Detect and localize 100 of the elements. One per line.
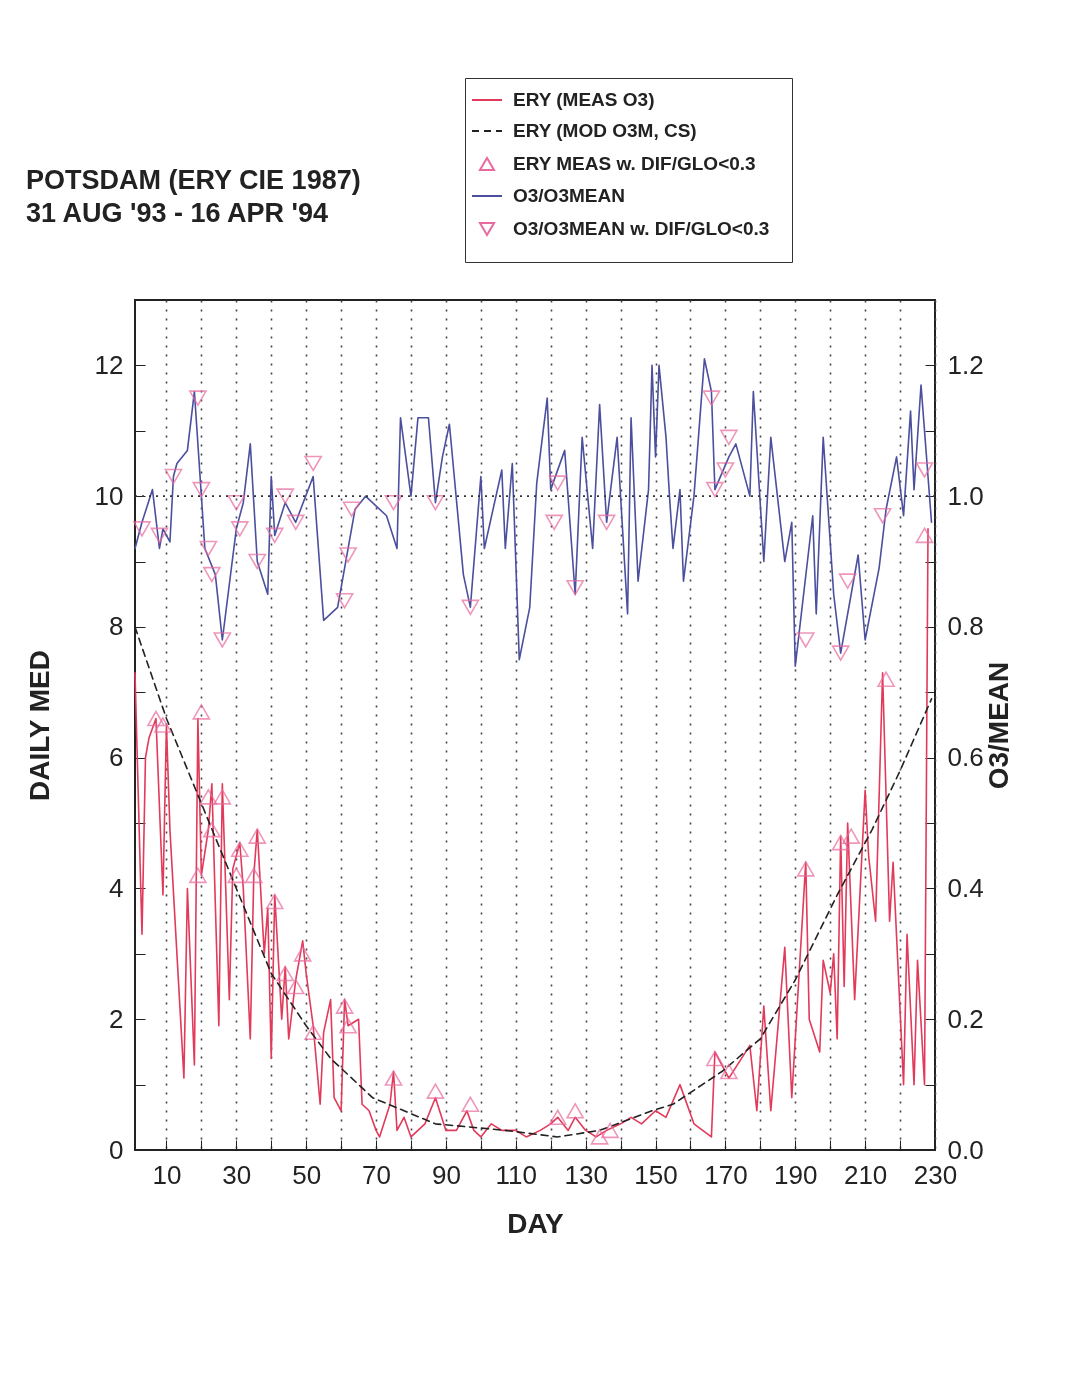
point bbox=[426, 494, 445, 511]
y2-tick-label: 1.2 bbox=[947, 349, 984, 380]
legend-label: ERY MEAS w. DIF/GLO<0.3 bbox=[513, 153, 756, 174]
point bbox=[384, 494, 403, 511]
point bbox=[189, 390, 207, 406]
point bbox=[213, 789, 232, 805]
point bbox=[342, 501, 361, 518]
point bbox=[720, 429, 738, 446]
y-tick-label: 12 bbox=[94, 349, 124, 380]
y-tick-label: 6 bbox=[109, 742, 124, 773]
x-tick-label: 10 bbox=[152, 1159, 182, 1190]
x-tick-label: 110 bbox=[495, 1159, 538, 1190]
y2-tick-label: 0.8 bbox=[947, 611, 984, 642]
point bbox=[426, 1083, 445, 1099]
point bbox=[720, 1063, 738, 1080]
point bbox=[796, 861, 815, 877]
point bbox=[265, 893, 284, 910]
point bbox=[548, 1109, 567, 1126]
point bbox=[248, 828, 267, 844]
x-tick-label: 30 bbox=[222, 1159, 252, 1190]
point bbox=[831, 834, 850, 851]
point bbox=[199, 789, 218, 805]
point bbox=[545, 514, 564, 531]
point bbox=[706, 1050, 724, 1067]
point bbox=[548, 475, 567, 491]
point bbox=[202, 821, 221, 838]
point bbox=[873, 507, 892, 524]
point bbox=[461, 1096, 480, 1113]
point bbox=[244, 867, 263, 884]
point bbox=[276, 965, 295, 982]
y-tick-label: 8 bbox=[109, 611, 124, 642]
y-tick-label: 0 bbox=[109, 1134, 124, 1165]
chart-title: POTSDAM (ERY CIE 1987) bbox=[26, 164, 361, 195]
point bbox=[339, 1017, 357, 1034]
x-tick-label: 210 bbox=[843, 1159, 888, 1190]
point bbox=[335, 998, 354, 1014]
x-tick-label: 190 bbox=[774, 1159, 818, 1190]
legend-label: ERY (MEAS O3) bbox=[513, 89, 655, 110]
y2-tick-label: 0.4 bbox=[947, 872, 984, 903]
point bbox=[202, 566, 221, 583]
x-tick-label: 130 bbox=[564, 1159, 608, 1190]
point bbox=[335, 592, 354, 609]
point bbox=[706, 481, 724, 498]
point bbox=[566, 579, 585, 596]
point bbox=[230, 841, 249, 858]
point bbox=[227, 494, 246, 511]
x-axis-title: DAY bbox=[507, 1207, 565, 1239]
point bbox=[702, 390, 721, 406]
y-tick-label: 4 bbox=[109, 872, 124, 903]
point bbox=[248, 553, 267, 570]
legend-label: ERY (MOD O3M, CS) bbox=[513, 120, 697, 141]
point bbox=[597, 514, 616, 531]
point bbox=[384, 1070, 403, 1086]
y2-tick-label: 1.0 bbox=[947, 480, 984, 511]
y-tick-label: 2 bbox=[109, 1003, 124, 1034]
point bbox=[192, 704, 211, 720]
point bbox=[339, 547, 357, 563]
point bbox=[304, 455, 323, 472]
y-axis-title: DAILY MED bbox=[23, 650, 55, 801]
point bbox=[601, 1122, 619, 1139]
point bbox=[590, 1129, 609, 1145]
point bbox=[566, 1102, 585, 1119]
point bbox=[842, 828, 861, 844]
point bbox=[227, 867, 246, 884]
legend-label: O3/O3MEAN bbox=[513, 185, 625, 206]
point bbox=[915, 462, 934, 478]
chart-subtitle: 31 AUG '93 - 16 APR '94 bbox=[26, 197, 329, 228]
point bbox=[147, 710, 165, 727]
point bbox=[189, 867, 207, 884]
point bbox=[133, 521, 151, 537]
y2-tick-label: 0.6 bbox=[947, 742, 984, 773]
point bbox=[192, 481, 211, 498]
x-tick-label: 70 bbox=[362, 1159, 392, 1190]
point bbox=[877, 671, 895, 688]
x-tick-label: 170 bbox=[704, 1159, 748, 1190]
y2-axis-title: O3/MEAN bbox=[982, 661, 1014, 790]
point bbox=[293, 946, 312, 962]
point bbox=[265, 527, 284, 544]
point bbox=[716, 462, 735, 478]
point bbox=[286, 514, 305, 531]
point bbox=[199, 540, 218, 557]
point bbox=[796, 632, 815, 648]
x-tick-label: 150 bbox=[634, 1159, 678, 1190]
point bbox=[831, 645, 850, 661]
legend-label: O3/O3MEAN w. DIF/GLO<0.3 bbox=[513, 218, 770, 239]
x-tick-label: 90 bbox=[431, 1159, 461, 1190]
point bbox=[915, 527, 934, 544]
x-tick-label: 50 bbox=[292, 1159, 322, 1190]
point bbox=[150, 527, 169, 544]
point bbox=[230, 521, 249, 537]
y-tick-label: 10 bbox=[94, 480, 124, 511]
point bbox=[286, 978, 305, 995]
point bbox=[838, 573, 857, 589]
y2-tick-label: 0.2 bbox=[947, 1003, 984, 1034]
point bbox=[276, 488, 295, 504]
line-series bbox=[134, 358, 933, 667]
point bbox=[461, 599, 480, 616]
point bbox=[304, 1024, 323, 1041]
point bbox=[213, 632, 232, 648]
point bbox=[164, 468, 183, 485]
